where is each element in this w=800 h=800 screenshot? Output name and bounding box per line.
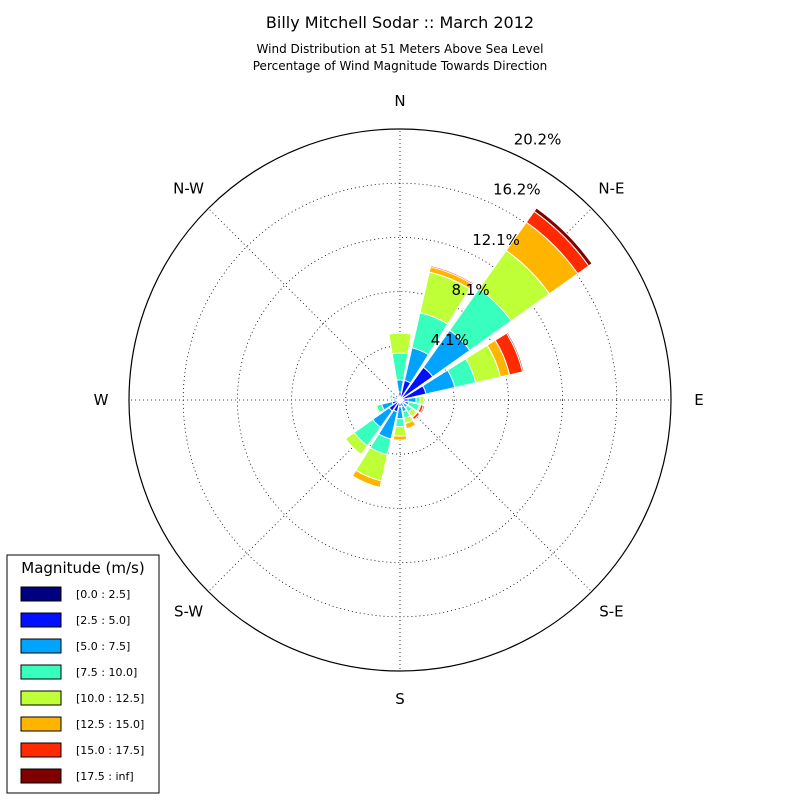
legend-label: [12.5 : 15.0] <box>76 718 144 731</box>
legend-label: [2.5 : 5.0] <box>76 614 130 627</box>
chart-subtitle-line1: Wind Distribution at 51 Meters Above Sea… <box>257 42 544 56</box>
legend-swatch <box>20 638 62 654</box>
legend-label: [5.0 : 7.5] <box>76 640 130 653</box>
direction-label: S-E <box>599 602 623 620</box>
direction-label: N-W <box>173 180 204 198</box>
grid-ring <box>345 345 455 455</box>
direction-label: N-E <box>598 180 624 198</box>
chart-title: Billy Mitchell Sodar :: March 2012 <box>266 13 534 32</box>
legend-title: Magnitude (m/s) <box>21 559 144 577</box>
radial-tick-label: 4.1% <box>431 331 469 349</box>
wind-bar-segment <box>393 425 407 437</box>
legend-label: [0.0 : 2.5] <box>76 588 130 601</box>
wind-bar-segment <box>344 431 369 456</box>
wind-bar-segment <box>391 398 394 402</box>
wind-bar-segment <box>411 411 421 421</box>
radial-tick-label: 12.1% <box>472 231 520 249</box>
grid-spoke <box>208 208 401 401</box>
wind-bar-segment <box>392 435 408 441</box>
wind-bars <box>344 207 593 489</box>
direction-label: S-W <box>174 602 203 620</box>
grid-spoke <box>399 399 592 592</box>
wind-bar-segment <box>419 404 426 415</box>
wind-bar-segment <box>388 393 394 399</box>
direction-labels: N N-E E S-E S S-W W N-W <box>94 92 704 708</box>
legend-swatch <box>20 768 62 784</box>
radial-tick-label: 20.2% <box>514 131 562 149</box>
legend-swatch <box>20 612 62 628</box>
wind-bar-segment <box>429 265 474 286</box>
legend-swatch <box>20 690 62 706</box>
wind-bar-segment <box>419 395 425 405</box>
radial-tick-labels: 4.1% 8.1% 12.1% 16.2% 20.2% <box>431 131 562 349</box>
legend-swatch <box>20 716 62 732</box>
direction-label: N <box>394 92 405 110</box>
polar-grid <box>128 128 672 672</box>
wind-bar-segment <box>388 332 412 355</box>
legend-swatch <box>20 586 62 602</box>
wind-bar-segment <box>394 417 406 428</box>
radial-tick-label: 16.2% <box>493 181 541 199</box>
legend-label: [10.0 : 12.5] <box>76 692 144 705</box>
legend-label: [7.5 : 10.0] <box>76 666 137 679</box>
legend-swatch <box>20 664 62 680</box>
direction-label: W <box>94 391 109 409</box>
wind-bar-segment <box>374 404 381 415</box>
wind-bar-segment <box>404 419 417 430</box>
grid-ring <box>236 236 564 564</box>
wind-bar-segment <box>505 331 525 373</box>
legend: Magnitude (m/s) [0.0 : 2.5] [2.5 : 5.0] [5… <box>6 554 160 794</box>
chart-subtitle-line2: Percentage of Wind Magnitude Towards Dir… <box>253 59 547 73</box>
legend-swatch <box>20 742 62 758</box>
radial-tick-label: 8.1% <box>451 281 489 299</box>
outer-ring <box>128 128 672 672</box>
direction-label: S <box>395 690 405 708</box>
legend-label: [17.5 : inf] <box>76 770 134 783</box>
wind-bar-segment <box>351 469 383 489</box>
legend-label: [15.0 : 17.5] <box>76 744 144 757</box>
wind-bar-segment <box>533 207 593 267</box>
wind-bar-segment <box>395 392 400 397</box>
direction-label: E <box>694 391 703 409</box>
